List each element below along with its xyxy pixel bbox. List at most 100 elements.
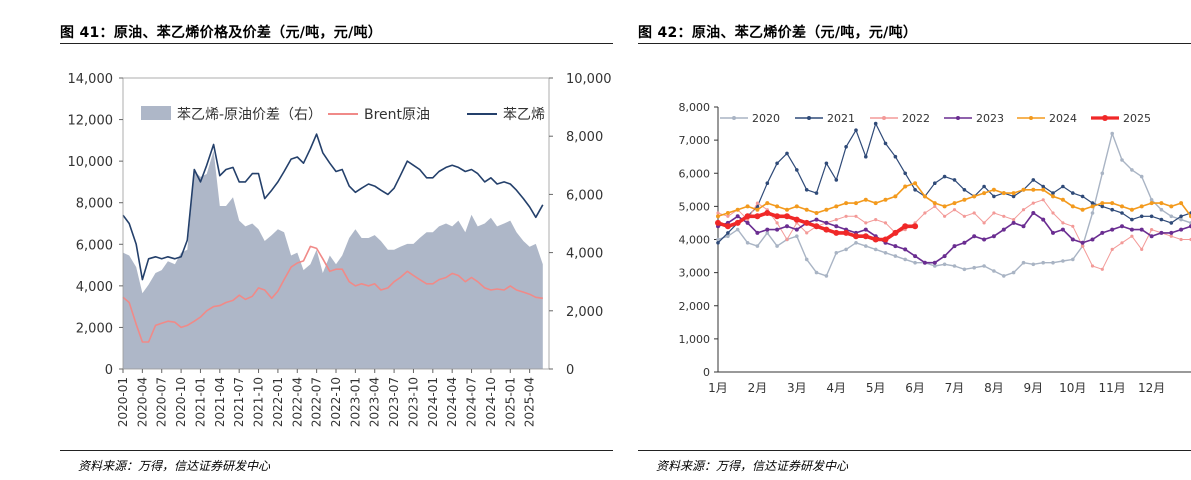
- series-2024: [716, 181, 1191, 219]
- y-tick-label: 6,000: [76, 238, 113, 253]
- series-2022-point: [1021, 208, 1026, 212]
- series-2024-point: [1080, 207, 1085, 212]
- series-2021-point: [1041, 184, 1045, 189]
- right-source-rule: [638, 450, 1191, 451]
- series-2024-point: [1070, 204, 1075, 209]
- series-2023-point: [814, 217, 819, 222]
- series-2023-point: [1100, 230, 1105, 235]
- series-2025-point: [764, 210, 771, 216]
- series-2020-point: [1041, 260, 1045, 265]
- series-2023-point: [1021, 224, 1026, 229]
- series-2021-point: [775, 161, 779, 166]
- series-2024-point: [863, 197, 868, 202]
- series-2023-point: [1179, 227, 1184, 232]
- series-2024-point: [735, 207, 740, 212]
- x-tick-label: 2025-04: [523, 377, 537, 427]
- series-2020-point: [933, 264, 937, 268]
- series-2021-point: [1120, 211, 1124, 215]
- x-tick-label: 2021-04: [213, 377, 227, 427]
- series-2023-point: [775, 227, 780, 232]
- series-2021-point: [834, 178, 839, 182]
- series-2024-point: [942, 204, 947, 209]
- series-2021-point: [1090, 201, 1095, 205]
- y-tick-label: 4,000: [679, 234, 711, 247]
- series-2024-point: [883, 197, 888, 202]
- series-2024-point: [844, 201, 849, 206]
- series-2021-point: [824, 161, 829, 166]
- series-2020-point: [1011, 270, 1016, 275]
- y-tick-label: 7,000: [679, 134, 711, 147]
- series-2022-point: [1100, 267, 1104, 271]
- series-2023-point: [1031, 211, 1036, 215]
- series-2023-point: [1001, 227, 1006, 232]
- series-2023-point: [1011, 220, 1016, 225]
- series-2024-point: [794, 204, 799, 209]
- series-2024-point: [1120, 204, 1124, 209]
- series-2023-point: [1080, 240, 1085, 245]
- left-chart-source: 资料来源：万得，信达证券研发中心: [78, 459, 271, 473]
- series-2022-point: [1090, 264, 1095, 268]
- series-2024-point: [1169, 204, 1174, 209]
- left-chart: 0 2,000 4,000 6,000 8,000 10,000 12,000 14,000 0…: [68, 72, 612, 427]
- series-2025-point: [715, 219, 721, 226]
- series-2022-point: [1071, 224, 1075, 228]
- series-2024-point: [972, 194, 977, 199]
- x-tick-label: 2024-04: [445, 377, 459, 427]
- series-2021-point: [893, 154, 898, 159]
- series-2022-point: [952, 208, 957, 212]
- series-2020-point: [982, 264, 986, 268]
- series-2025-point: [784, 213, 790, 220]
- series-2021-point: [844, 145, 848, 149]
- x-tick-label: 2020-10: [174, 377, 188, 427]
- series-2021-point: [1179, 214, 1183, 219]
- series-2025-point: [754, 213, 761, 220]
- series-2024-point: [1129, 207, 1134, 212]
- series-2020-point: [804, 257, 809, 262]
- series-2022-point: [1150, 228, 1154, 232]
- series-2020-point: [745, 241, 750, 245]
- series-2025-point: [862, 233, 869, 240]
- x-tick-label: 2021-10: [252, 377, 266, 427]
- x-tick-label: 2月: [748, 381, 768, 395]
- series-2021-point: [1159, 217, 1164, 222]
- series-2024-point: [804, 207, 809, 212]
- series-2020-point: [765, 231, 770, 235]
- x-tick-label: 6月: [905, 381, 925, 395]
- left-chart-title: 图 41：原油、苯乙烯价格及价差（元/吨，元/吨）: [60, 25, 383, 41]
- series-2024-point: [1021, 187, 1026, 192]
- styrene-line: [122, 133, 544, 281]
- y-tick-label: 5,000: [679, 200, 711, 213]
- y-tick-label: 6,000: [679, 167, 711, 180]
- series-2024-point: [785, 207, 789, 212]
- series-2022-point: [854, 214, 858, 218]
- left-title-rule: [60, 43, 613, 44]
- series-2021-point: [962, 188, 967, 192]
- x-tick-label: 9月: [1024, 381, 1044, 395]
- series-2021-point: [1061, 184, 1065, 189]
- spread-area: [123, 150, 543, 369]
- series-2020-point: [962, 267, 967, 272]
- x-tick-label: 2021-07: [232, 377, 246, 427]
- series-2020-point: [893, 254, 898, 258]
- series-2024-point: [1090, 204, 1095, 209]
- series-2022-point: [844, 214, 848, 218]
- y-tick-label: 3,000: [679, 267, 711, 280]
- series-2024-point: [1011, 191, 1016, 196]
- series-2023-point: [1139, 227, 1144, 232]
- right-chart-panel: 图 42：原油、苯乙烯价差（元/吨，元/吨） 0 1,000 2,000 3,000 4…: [638, 0, 1191, 480]
- series-2020-point: [903, 257, 907, 262]
- legend-label-spread: 苯乙烯-原油价差（右）: [177, 106, 322, 123]
- x-tick-label: 2024-10: [484, 377, 498, 427]
- series-2024-point: [1100, 201, 1105, 206]
- legend-marker-2025: [1102, 115, 1108, 121]
- series-2020-point: [972, 265, 976, 270]
- series-2021-point: [992, 194, 996, 199]
- series-2025-point: [823, 226, 830, 233]
- series-2021-point: [933, 181, 937, 185]
- series-2021-point: [1100, 204, 1105, 209]
- series-2022-point: [775, 221, 779, 225]
- series-2024-point: [1041, 187, 1046, 192]
- chart2-legend: 2020 2021 2022 2023 2024 2025: [720, 112, 1151, 125]
- series-2025-point: [724, 223, 731, 230]
- series-2025-point: [843, 229, 850, 236]
